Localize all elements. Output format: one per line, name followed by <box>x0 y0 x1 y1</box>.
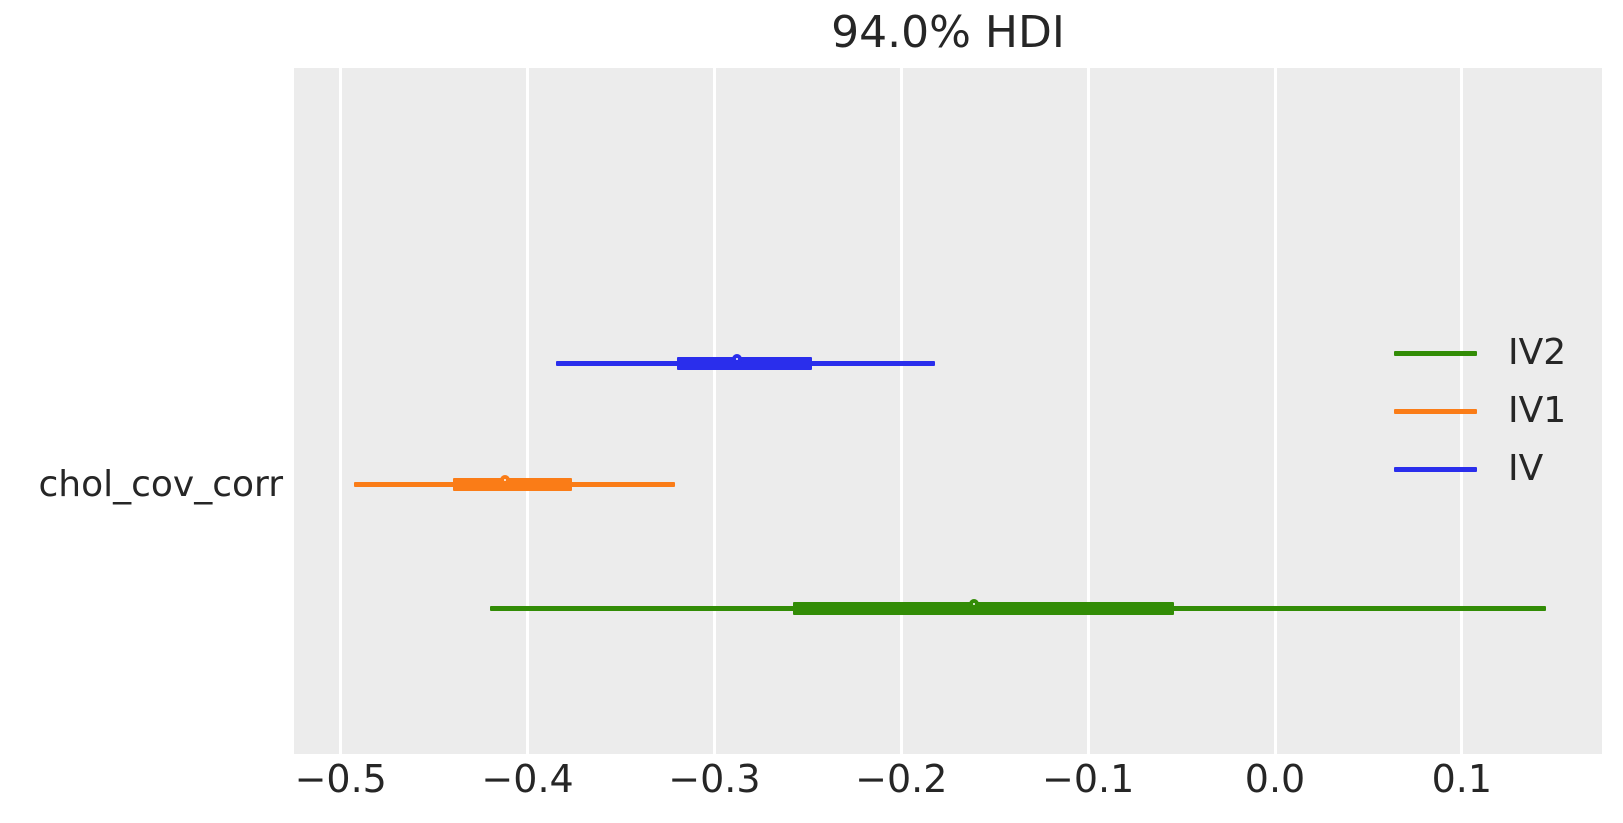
legend-label-iv1: IV1 <box>1508 390 1567 431</box>
gridline <box>339 68 343 754</box>
quartile-line-iv1 <box>452 477 573 491</box>
legend-line-swatch-iv <box>1394 466 1477 472</box>
median-dot-iv1 <box>499 475 510 485</box>
legend-line-swatch-iv1 <box>1394 408 1477 414</box>
x-tick-label: 0.1 <box>1431 757 1493 801</box>
legend-label-iv: IV <box>1508 448 1544 489</box>
y-axis-label: chol_cov_corr <box>38 464 283 505</box>
legend: IV2 IV1 IV <box>1376 324 1566 498</box>
gridline <box>526 68 530 754</box>
legend-item-iv1: IV1 <box>1376 382 1566 440</box>
x-tick-label: −0.4 <box>481 757 574 801</box>
legend-label-iv2: IV2 <box>1508 332 1567 373</box>
x-tick-label: 0.0 <box>1244 757 1306 801</box>
chart-title: 94.0% HDI <box>831 7 1065 58</box>
gridline <box>1273 68 1277 754</box>
median-dot-iv <box>731 354 742 364</box>
x-tick-label: −0.1 <box>1042 757 1135 801</box>
legend-line-swatch-iv2 <box>1394 350 1477 356</box>
legend-item-iv2: IV2 <box>1376 324 1566 382</box>
gridline <box>899 68 903 754</box>
gridline <box>712 68 716 754</box>
x-tick-label: −0.2 <box>855 757 948 801</box>
x-tick-label: −0.3 <box>668 757 761 801</box>
x-tick-label: −0.5 <box>294 757 387 801</box>
legend-item-iv: IV <box>1376 440 1566 498</box>
median-dot-iv2 <box>968 599 979 609</box>
gridline <box>1086 68 1090 754</box>
quartile-line-iv <box>677 356 812 370</box>
quartile-line-iv2 <box>792 601 1175 615</box>
